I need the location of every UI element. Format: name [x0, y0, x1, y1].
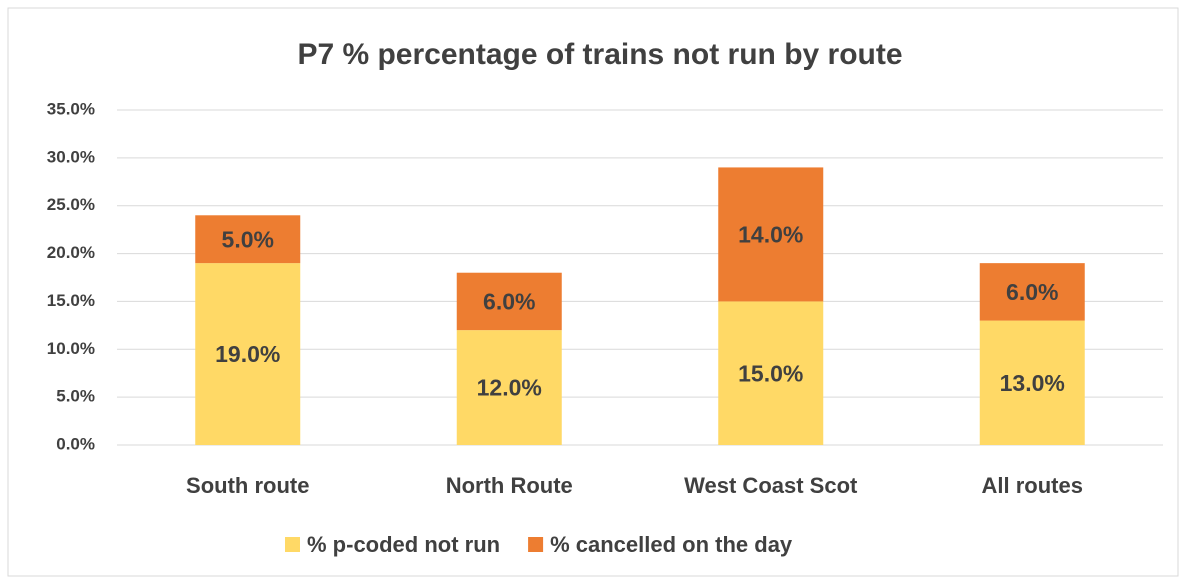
data-label: 13.0% [1000, 370, 1065, 396]
x-tick-label: South route [186, 473, 309, 498]
y-tick-label: 30.0% [47, 147, 95, 166]
bar-segment [195, 263, 301, 445]
legend-swatch [528, 537, 544, 552]
y-tick-label: 20.0% [47, 243, 95, 262]
x-tick-label: All routes [982, 473, 1083, 498]
x-tick-label: North Route [446, 473, 573, 498]
data-label: 12.0% [477, 375, 542, 401]
data-label: 5.0% [222, 226, 274, 252]
bar-segment [195, 215, 301, 264]
y-tick-label: 25.0% [47, 195, 95, 214]
y-tick-label: 15.0% [47, 291, 95, 310]
y-tick-label: 35.0% [47, 99, 95, 118]
data-label: 14.0% [738, 222, 803, 248]
bar-segment [456, 272, 562, 331]
bar-segment [979, 320, 1085, 445]
data-label: 6.0% [1006, 279, 1058, 305]
data-label: 19.0% [215, 341, 280, 367]
chart-title: P7 % percentage of trains not run by rou… [297, 38, 902, 71]
bar-segment [456, 330, 562, 445]
bar-segment [718, 167, 824, 302]
data-label: 15.0% [738, 360, 803, 386]
x-tick-label: West Coast Scot [684, 473, 858, 498]
y-tick-label: 5.0% [56, 387, 95, 406]
y-tick-label: 10.0% [47, 339, 95, 358]
data-label: 6.0% [483, 289, 535, 315]
legend-label: % p-coded not run [307, 532, 500, 557]
legend-swatch [285, 537, 300, 552]
bar-segment [979, 263, 1085, 321]
bar-segment [718, 301, 824, 445]
y-tick-label: 0.0% [56, 434, 95, 453]
legend-label: % cancelled on the day [550, 532, 793, 557]
